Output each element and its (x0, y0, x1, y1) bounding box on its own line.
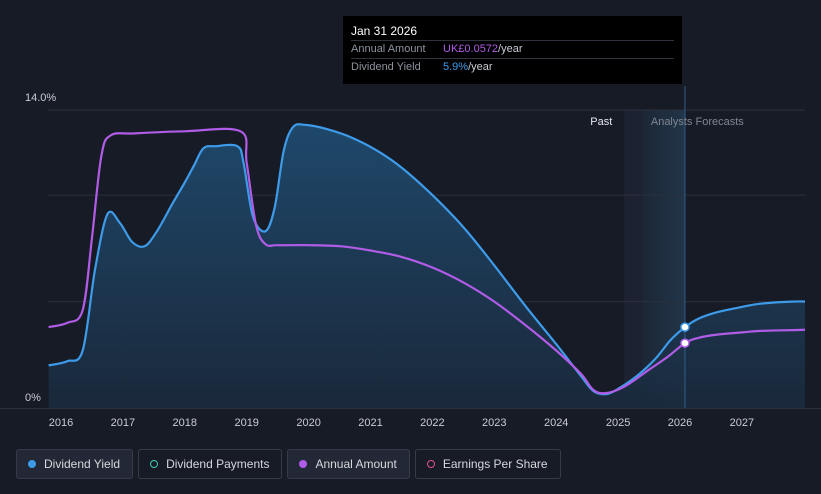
legend-ring-icon (426, 460, 435, 468)
tooltip-unit: /year (468, 61, 493, 73)
tooltip-row-annual-amount: Annual Amount UK£0.0572/year (351, 40, 674, 58)
legend-label: Earnings Per Share (442, 457, 548, 471)
x-tick-label: 2022 (420, 417, 444, 429)
x-tick-label: 2026 (668, 417, 692, 429)
x-tick-label: 2018 (173, 417, 197, 429)
tooltip-value: UK£0.0572 (443, 43, 499, 55)
x-tick-label: 2020 (296, 417, 320, 429)
legend-dividend-payments[interactable]: Dividend Payments (138, 449, 283, 479)
tooltip-label: Dividend Yield (351, 61, 421, 73)
x-tick-label: 2016 (49, 417, 73, 429)
legend-dividend-yield[interactable]: Dividend Yield (16, 449, 134, 479)
y-tick-label: 0% (25, 392, 41, 404)
x-tick-label: 2023 (482, 417, 506, 429)
tooltip-row-dividend-yield: Dividend Yield 5.9%/year (351, 58, 674, 76)
x-axis: 2016 2017 2018 2019 2020 2021 2022 2023 2024 2025… (0, 408, 821, 429)
legend-label: Dividend Payments (166, 457, 270, 471)
legend: Dividend Yield Dividend Payments Annual … (16, 449, 561, 481)
legend-dot-icon (299, 460, 308, 468)
legend-annual-amount[interactable]: Annual Amount (287, 449, 410, 479)
x-tick-label: 2017 (111, 417, 135, 429)
y-tick-label: 14.0% (25, 92, 56, 104)
legend-earnings-per-share[interactable]: Earnings Per Share (414, 449, 561, 479)
past-shade (624, 110, 643, 408)
past-label: Past (590, 116, 612, 128)
legend-label: Dividend Yield (44, 457, 121, 471)
tooltip-unit: /year (498, 43, 523, 55)
series-line-0 (48, 123, 805, 396)
x-tick-label: 2025 (606, 417, 630, 429)
x-tick-label: 2019 (234, 417, 258, 429)
hover-marker-1 (680, 338, 690, 348)
x-tick-label: 2021 (358, 417, 382, 429)
tooltip-value: 5.9% (443, 61, 469, 73)
forecast-label: Analysts Forecasts (651, 116, 744, 128)
legend-label: Annual Amount (315, 457, 397, 471)
legend-dot-icon (28, 460, 36, 468)
x-tick-label: 2027 (730, 417, 754, 429)
legend-ring-icon (150, 460, 159, 468)
hover-marker-0 (680, 322, 690, 332)
tooltip: Jan 31 2026 Annual Amount UK£0.0572/year… (343, 16, 682, 84)
tooltip-label: Annual Amount (351, 43, 426, 55)
tooltip-date: Jan 31 2026 (351, 24, 418, 38)
x-tick-label: 2024 (544, 417, 568, 429)
y-axis: 14.0% 0% (25, 92, 56, 404)
